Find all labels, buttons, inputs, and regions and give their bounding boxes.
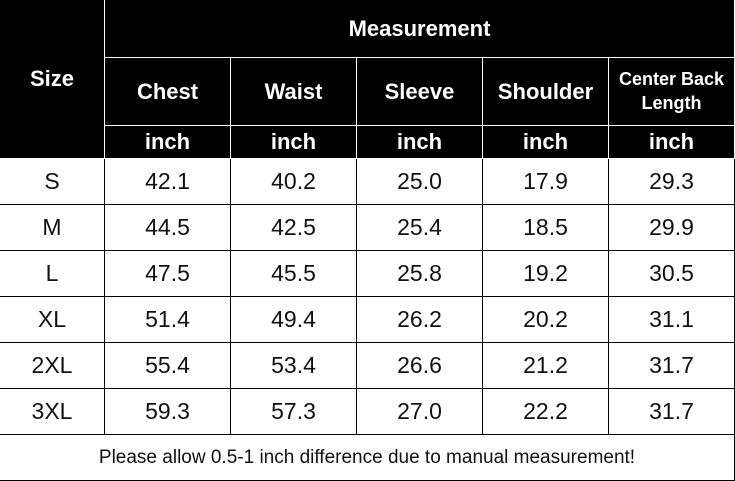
measurement-cell: 25.4 — [357, 205, 483, 251]
measurement-cell: 31.7 — [609, 343, 735, 389]
size-header: Size — [0, 0, 105, 159]
measurement-cell: 45.5 — [231, 251, 357, 297]
measurement-cell: 18.5 — [483, 205, 609, 251]
size-cell: S — [0, 159, 105, 205]
column-header: Chest — [105, 58, 231, 126]
measurement-cell: 31.7 — [609, 389, 735, 435]
measurement-cell: 42.1 — [105, 159, 231, 205]
unit-header: inch — [357, 126, 483, 159]
unit-header: inch — [105, 126, 231, 159]
measurement-cell: 27.0 — [357, 389, 483, 435]
measurement-cell: 59.3 — [105, 389, 231, 435]
measurement-cell: 17.9 — [483, 159, 609, 205]
measurement-cell: 51.4 — [105, 297, 231, 343]
measurement-cell: 57.3 — [231, 389, 357, 435]
column-header: Shoulder — [483, 58, 609, 126]
measurement-cell: 42.5 — [231, 205, 357, 251]
measurement-cell: 29.3 — [609, 159, 735, 205]
measurement-cell: 26.2 — [357, 297, 483, 343]
measurement-cell: 25.0 — [357, 159, 483, 205]
size-cell: M — [0, 205, 105, 251]
measurement-cell: 30.5 — [609, 251, 735, 297]
measurement-cell: 31.1 — [609, 297, 735, 343]
measurement-cell: 29.9 — [609, 205, 735, 251]
measurement-cell: 19.2 — [483, 251, 609, 297]
column-header: Center Back Length — [609, 58, 735, 126]
measurement-cell: 26.6 — [357, 343, 483, 389]
unit-header: inch — [483, 126, 609, 159]
unit-header: inch — [609, 126, 735, 159]
measurement-cell: 53.4 — [231, 343, 357, 389]
column-header: Waist — [231, 58, 357, 126]
size-cell: XL — [0, 297, 105, 343]
size-cell: L — [0, 251, 105, 297]
measurement-cell: 44.5 — [105, 205, 231, 251]
column-header: Sleeve — [357, 58, 483, 126]
measurement-cell: 20.2 — [483, 297, 609, 343]
size-cell: 3XL — [0, 389, 105, 435]
group-header: Measurement — [105, 0, 735, 58]
measurement-cell: 22.2 — [483, 389, 609, 435]
measurement-cell: 49.4 — [231, 297, 357, 343]
measurement-cell: 40.2 — [231, 159, 357, 205]
measurement-cell: 55.4 — [105, 343, 231, 389]
measurement-cell: 47.5 — [105, 251, 231, 297]
size-cell: 2XL — [0, 343, 105, 389]
measurement-cell: 21.2 — [483, 343, 609, 389]
unit-header: inch — [231, 126, 357, 159]
measurement-cell: 25.8 — [357, 251, 483, 297]
footer-note: Please allow 0.5-1 inch difference due t… — [0, 435, 735, 481]
